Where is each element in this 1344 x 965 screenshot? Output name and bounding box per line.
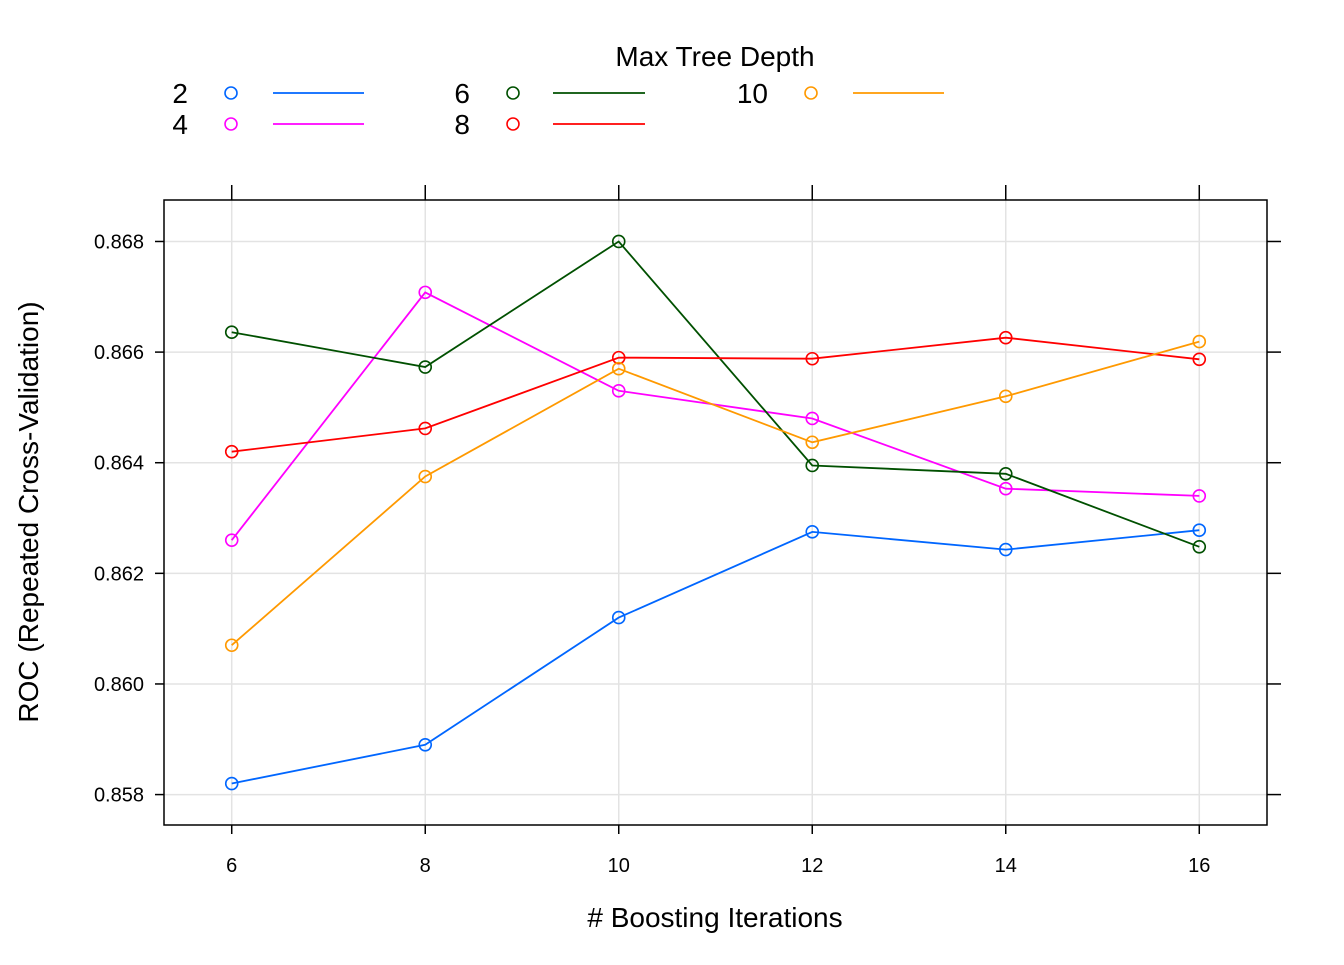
data-point-8 xyxy=(1192,352,1207,367)
legend-marker xyxy=(804,86,818,100)
series-line-10 xyxy=(231,340,1200,646)
data-point-6 xyxy=(611,234,626,249)
legend-item-10: 10 xyxy=(737,78,944,109)
data-point-10 xyxy=(1192,334,1207,349)
y-tick-label: 0.858 xyxy=(94,785,144,807)
legend-label: 8 xyxy=(454,109,470,140)
series-layer xyxy=(224,234,1207,791)
legend-title: Max Tree Depth xyxy=(615,41,814,72)
data-point-4 xyxy=(611,384,626,398)
data-point-6 xyxy=(224,325,239,339)
data-point-4 xyxy=(805,411,820,426)
legend-item-4: 4 xyxy=(172,109,364,140)
legend-label: 2 xyxy=(172,78,188,109)
y-tick-label: 0.866 xyxy=(94,342,144,364)
data-point-8 xyxy=(418,421,433,436)
data-point-10 xyxy=(224,638,239,653)
grid-lines xyxy=(164,200,1267,825)
x-tick-label: 10 xyxy=(608,855,630,877)
x-tick-label: 14 xyxy=(995,855,1017,877)
axes: 6 8 10 12 14 16 0.858 0.860 0.862 0.864 0.866 0.868 xyxy=(94,185,1281,877)
data-point-4 xyxy=(224,533,239,547)
series-line-6 xyxy=(231,240,1200,548)
series-6 xyxy=(224,234,1207,554)
y-tick-label: 0.860 xyxy=(94,674,144,696)
series-line-4 xyxy=(230,291,1200,541)
series-10 xyxy=(224,334,1207,653)
legend-item-8: 8 xyxy=(454,109,645,140)
series-4 xyxy=(224,285,1207,547)
legend-marker xyxy=(506,117,520,131)
plot-frame xyxy=(163,199,1268,826)
y-tick-label: 0.864 xyxy=(94,453,144,475)
series-line-2 xyxy=(231,529,1200,785)
data-point-8 xyxy=(805,351,820,366)
legend-item-2: 2 xyxy=(172,78,364,109)
data-point-2 xyxy=(224,776,239,791)
data-point-6 xyxy=(805,458,820,473)
legend-marker xyxy=(224,86,238,100)
data-point-8 xyxy=(224,444,239,459)
data-point-4 xyxy=(998,481,1013,496)
data-point-8 xyxy=(998,330,1013,345)
data-point-10 xyxy=(805,435,820,450)
legend: Max Tree Depth 24 68 10 xyxy=(172,41,944,140)
legend-item-6: 6 xyxy=(454,78,645,109)
x-tick-label: 8 xyxy=(420,855,431,877)
y-tick-label: 0.868 xyxy=(94,231,144,253)
data-point-6 xyxy=(418,360,433,374)
y-tick-label: 0.862 xyxy=(94,563,144,585)
series-2 xyxy=(224,523,1207,791)
x-tick-label: 6 xyxy=(226,855,237,877)
data-point-2 xyxy=(611,610,626,625)
data-point-2 xyxy=(1192,523,1207,537)
series-line-8 xyxy=(231,336,1200,453)
data-point-2 xyxy=(805,525,820,539)
legend-label: 6 xyxy=(454,78,470,109)
data-point-10 xyxy=(998,389,1013,404)
legend-marker xyxy=(506,86,520,100)
legend-marker xyxy=(224,117,238,131)
y-axis-title: ROC (Repeated Cross-Validation) xyxy=(13,301,44,722)
data-point-10 xyxy=(611,361,626,376)
data-point-4 xyxy=(418,285,433,300)
data-point-2 xyxy=(998,542,1013,557)
data-point-6 xyxy=(1192,539,1207,554)
data-point-8 xyxy=(611,350,626,365)
x-axis-title: # Boosting Iterations xyxy=(587,902,842,933)
legend-label: 4 xyxy=(172,109,188,140)
series-8 xyxy=(224,330,1207,459)
x-tick-label: 16 xyxy=(1188,855,1210,877)
x-tick-label: 12 xyxy=(801,855,823,877)
data-point-6 xyxy=(998,466,1013,481)
data-point-10 xyxy=(418,469,433,484)
data-point-2 xyxy=(418,738,433,752)
legend-label: 10 xyxy=(737,78,768,109)
data-point-4 xyxy=(1192,489,1207,503)
